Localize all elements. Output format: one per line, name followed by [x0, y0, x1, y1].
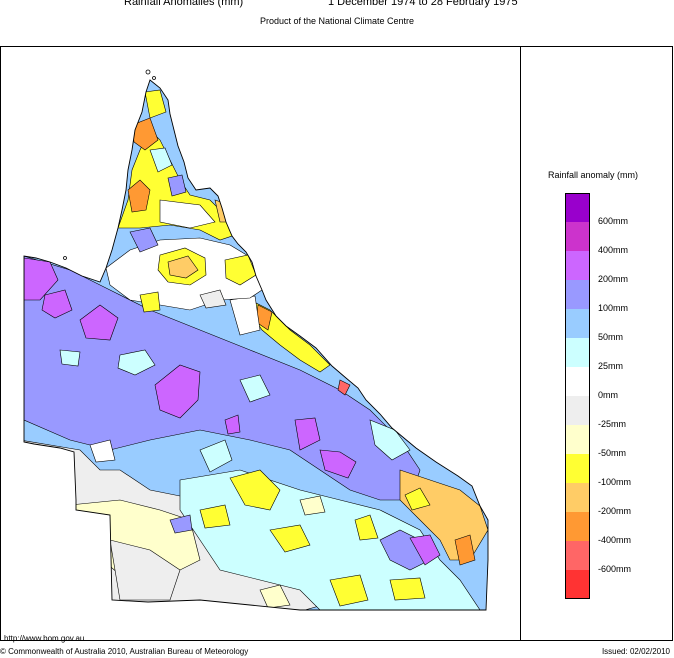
source-url[interactable]: http://www.bom.gov.au: [4, 634, 85, 643]
legend-swatch: [565, 280, 590, 309]
legend-swatch: [565, 541, 590, 570]
legend-label: 200mm: [598, 274, 629, 284]
legend-label: 100mm: [598, 303, 629, 313]
legend-label: 600mm: [598, 216, 629, 226]
map-subtitle: Product of the National Climate Centre: [259, 16, 415, 26]
legend-swatch: [565, 454, 590, 483]
legend-swatch: [565, 483, 590, 512]
legend-label: -50mm: [598, 448, 627, 458]
legend-label: -400mm: [598, 535, 632, 545]
copyright-text: © Commonwealth of Australia 2010, Austra…: [0, 647, 249, 656]
legend-label: -25mm: [598, 419, 627, 429]
legend-label: 25mm: [598, 361, 624, 371]
legend-swatch: [565, 222, 590, 251]
issued-date: Issued: 02/02/2010: [601, 647, 670, 656]
legend-divider: [520, 46, 521, 641]
legend-title: Rainfall anomaly (mm): [548, 170, 639, 180]
legend-label: -100mm: [598, 477, 632, 487]
legend-swatch: [565, 251, 590, 280]
legend-label: 50mm: [598, 332, 624, 342]
legend-swatch: [565, 338, 590, 367]
map-title: Rainfall Anomalies (mm): [124, 0, 244, 8]
legend-label: -200mm: [598, 506, 632, 516]
legend-label: 0mm: [598, 390, 618, 400]
map-frame: [0, 46, 673, 641]
legend-swatch: [565, 396, 590, 425]
legend-swatch: [565, 309, 590, 338]
legend-label: -600mm: [598, 564, 632, 574]
map-period: 1 December 1974 to 28 February 1975: [328, 0, 518, 8]
legend-label: 400mm: [598, 245, 629, 255]
legend-swatch: [565, 367, 590, 396]
legend-swatch: [565, 425, 590, 454]
legend-swatch: [565, 193, 590, 222]
legend-swatch: [565, 512, 590, 541]
legend-swatch: [565, 570, 590, 599]
